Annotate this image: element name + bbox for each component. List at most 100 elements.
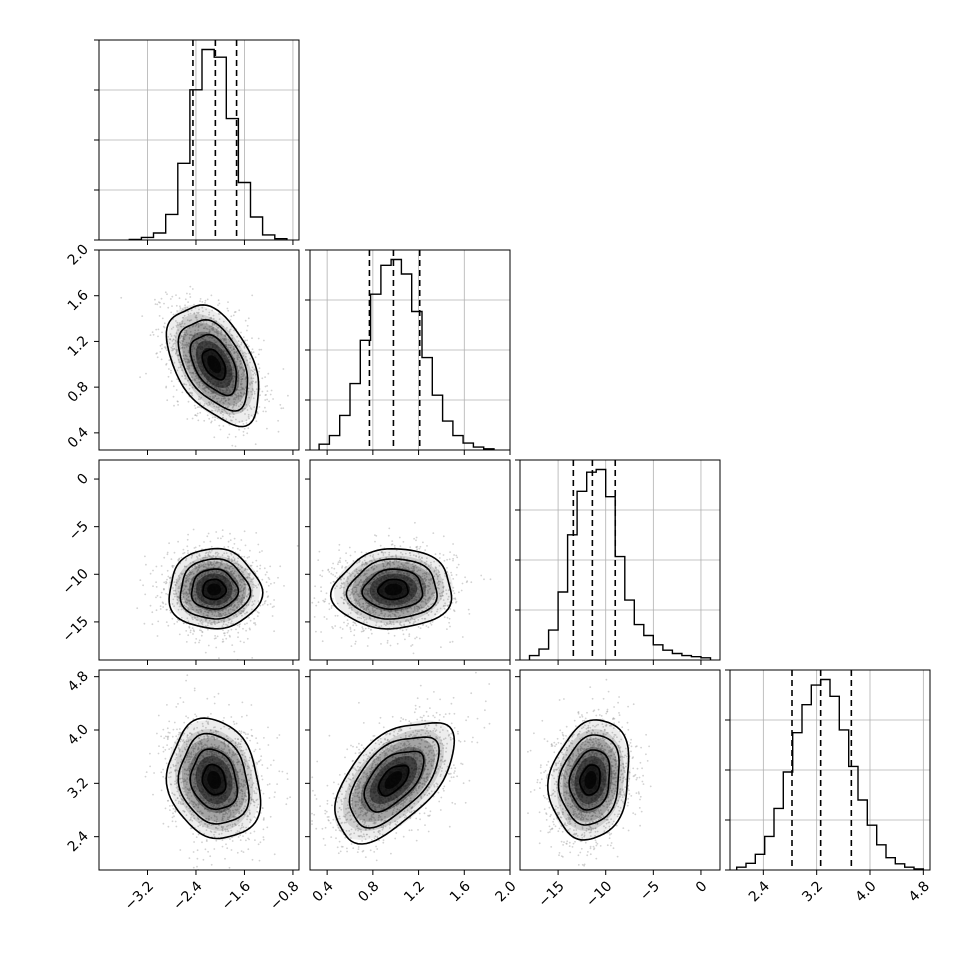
sample-point: [235, 628, 237, 631]
sample-point: [197, 611, 200, 614]
sample-point: [187, 400, 190, 403]
sample-point: [377, 553, 380, 556]
sample-point: [213, 436, 216, 439]
sample-point: [217, 406, 220, 409]
sample-point: [391, 540, 394, 542]
sample-point: [194, 407, 197, 409]
sample-point: [427, 578, 430, 581]
sample-point: [228, 398, 231, 401]
sample-point: [203, 372, 206, 375]
sample-point: [305, 606, 307, 608]
sample-point: [217, 605, 220, 608]
sample-point: [250, 564, 253, 567]
sample-point: [198, 308, 200, 311]
sample-point: [424, 549, 427, 551]
sample-point: [228, 605, 231, 607]
sample-point: [401, 600, 404, 603]
sample-point: [450, 574, 453, 576]
sample-point: [227, 597, 230, 599]
sample-point: [204, 299, 207, 302]
sample-point: [237, 631, 240, 634]
sample-point: [206, 535, 209, 538]
sample-point: [231, 609, 234, 611]
sample-point: [418, 547, 421, 550]
sample-point: [249, 628, 251, 631]
sample-point: [189, 631, 192, 634]
sample-point: [177, 580, 179, 582]
sample-point: [230, 584, 233, 587]
sample-point: [354, 598, 357, 601]
sample-point: [245, 604, 248, 607]
sample-point: [413, 570, 416, 572]
sample-point: [175, 304, 178, 307]
sample-point: [207, 611, 209, 614]
sample-point: [187, 368, 189, 370]
sample-point: [265, 393, 267, 396]
sample-point: [327, 569, 330, 571]
sample-point: [360, 588, 362, 590]
sample-point: [241, 352, 244, 355]
sample-point: [426, 557, 428, 560]
sample-point: [234, 588, 236, 591]
sample-point: [238, 354, 241, 357]
sample-point: [208, 313, 210, 316]
sample-point: [184, 593, 187, 595]
sample-point: [426, 584, 429, 587]
histogram-3: [736, 678, 924, 870]
sample-point: [200, 333, 203, 336]
sample-point: [351, 572, 354, 575]
sample-point: [179, 587, 181, 589]
sample-point: [233, 537, 236, 540]
sample-point: [185, 598, 188, 601]
sample-point: [197, 346, 200, 349]
sample-point: [228, 423, 231, 426]
sample-point: [195, 314, 198, 317]
sample-point: [210, 402, 213, 404]
sample-point: [222, 414, 224, 416]
sample-point: [397, 616, 400, 618]
sample-point: [229, 344, 231, 347]
sample-point: [393, 634, 396, 637]
sample-point: [415, 546, 418, 548]
sample-point: [379, 557, 381, 560]
sample-point: [238, 405, 240, 408]
sample-point: [219, 385, 222, 387]
sample-point: [187, 310, 189, 313]
sample-point: [196, 332, 199, 335]
sample-point: [198, 554, 201, 557]
sample-point: [236, 354, 239, 357]
sample-point: [442, 578, 444, 581]
sample-point: [266, 398, 268, 401]
sample-point: [171, 340, 174, 342]
sample-point: [314, 585, 316, 588]
sample-point: [205, 551, 208, 554]
sample-point: [170, 328, 173, 330]
sample-point: [375, 597, 378, 600]
sample-point: [251, 337, 253, 340]
sample-point: [207, 552, 210, 554]
sample-point: [216, 344, 219, 347]
sample-point: [431, 621, 434, 623]
sample-point: [430, 623, 433, 626]
sample-point: [407, 562, 410, 564]
sample-point: [418, 585, 421, 588]
sample-point: [201, 382, 204, 385]
sample-point: [383, 604, 385, 607]
sample-point: [213, 637, 216, 640]
sample-point: [186, 617, 189, 620]
sample-point: [183, 604, 186, 607]
sample-point: [188, 607, 190, 609]
sample-point: [227, 629, 230, 632]
sample-point: [243, 388, 246, 391]
sample-point: [214, 394, 217, 397]
sample-point: [230, 572, 233, 575]
sample-point: [232, 367, 235, 369]
sample-point: [320, 631, 322, 633]
sample-point: [216, 400, 218, 403]
sample-point: [192, 633, 194, 635]
sample-point: [205, 403, 208, 405]
sample-point: [163, 556, 166, 559]
sample-point: [183, 338, 186, 341]
sample-point: [268, 578, 271, 580]
sample-point: [191, 555, 193, 557]
